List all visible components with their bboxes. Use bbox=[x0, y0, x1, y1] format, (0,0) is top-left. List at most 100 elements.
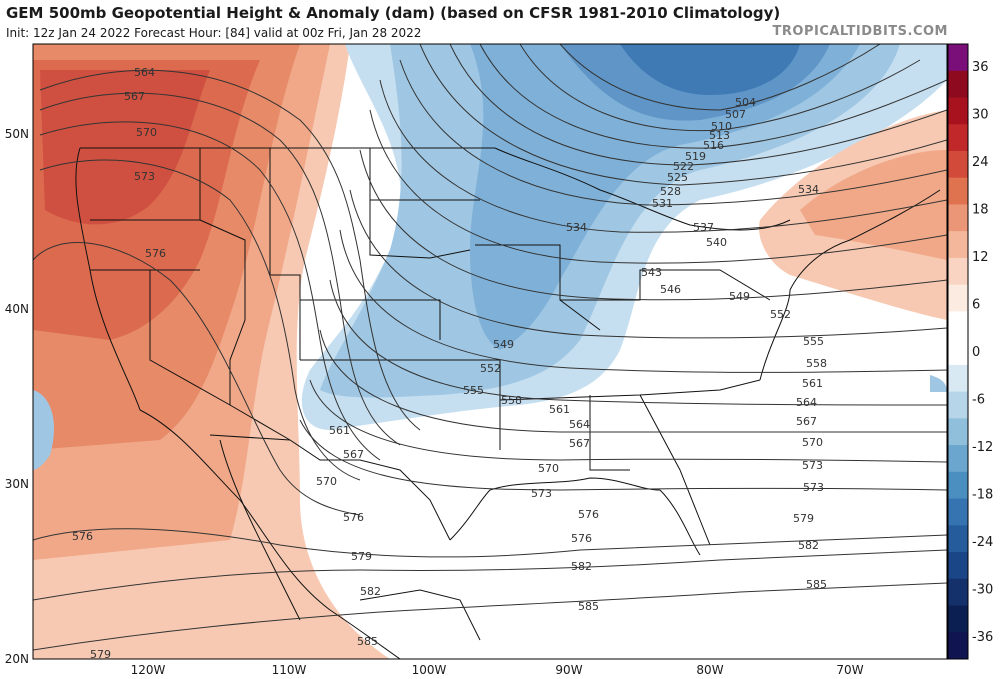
colorbar-tick-label: -6 bbox=[972, 393, 985, 408]
contour-label: 564 bbox=[569, 418, 590, 431]
contour-label: 534 bbox=[798, 183, 819, 196]
longitude-axis: 120W 110W 100W 90W 80W 70W bbox=[131, 663, 864, 677]
contour-label: 543 bbox=[641, 266, 662, 279]
colorbar-segment bbox=[948, 204, 968, 232]
contour-label: 573 bbox=[802, 459, 823, 472]
colorbar-tick-label: -12 bbox=[972, 440, 993, 455]
contour-label: 531 bbox=[652, 197, 673, 210]
height-contours bbox=[33, 44, 947, 651]
contour-label: 576 bbox=[343, 511, 364, 524]
contour-label: 555 bbox=[803, 335, 824, 348]
lat-label: 50N bbox=[5, 127, 29, 141]
lon-label: 100W bbox=[412, 663, 447, 677]
colorbar-tick-label: -36 bbox=[972, 630, 993, 645]
colorbar-segment bbox=[948, 284, 968, 312]
colorbar-segment bbox=[948, 150, 968, 179]
lon-label: 120W bbox=[131, 663, 166, 677]
contour-label: 555 bbox=[463, 384, 484, 397]
colorbar-segment bbox=[948, 552, 968, 580]
contour-labels: 564 567 570 573 576 576 576 579 579 582 … bbox=[72, 66, 827, 661]
contour-label: 537 bbox=[693, 221, 714, 234]
colorbar-segment bbox=[948, 44, 968, 72]
contour-label: 546 bbox=[660, 283, 681, 296]
colorbar-segment bbox=[948, 257, 968, 286]
contour-label: 525 bbox=[667, 171, 688, 184]
contour-label: 576 bbox=[578, 508, 599, 521]
lat-label: 20N bbox=[5, 652, 29, 666]
colorbar-tick-label: 24 bbox=[972, 155, 989, 170]
lon-label: 80W bbox=[696, 663, 723, 677]
colorbar-tick-label: 12 bbox=[972, 250, 989, 265]
colorbar-segment bbox=[948, 391, 968, 419]
header: GEM 500mb Geopotential Height & Anomaly … bbox=[0, 0, 1000, 44]
colorbar-segment bbox=[948, 231, 968, 259]
contour-label: 573 bbox=[531, 487, 552, 500]
colorbar-segment bbox=[948, 311, 968, 339]
contour-label: 582 bbox=[360, 585, 381, 598]
contour-label: 576 bbox=[145, 247, 166, 260]
colorbar-segment bbox=[948, 97, 968, 125]
contour-label: 561 bbox=[549, 403, 570, 416]
contour-label: 534 bbox=[566, 221, 587, 234]
colorbar-segment bbox=[948, 364, 968, 393]
contour-label: 516 bbox=[703, 139, 724, 152]
contour-label: 582 bbox=[798, 539, 819, 552]
contour-label: 552 bbox=[770, 308, 791, 321]
contour-label: 510 bbox=[711, 120, 732, 133]
contour-label: 522 bbox=[673, 160, 694, 173]
colorbar-tick-label: 30 bbox=[972, 108, 989, 123]
colorbar-segment bbox=[948, 418, 968, 446]
contour-label: 573 bbox=[134, 170, 155, 183]
anomaly-shading bbox=[33, 44, 947, 659]
colorbar-segment bbox=[948, 525, 968, 553]
contour-label: 570 bbox=[136, 126, 157, 139]
contour-label: 579 bbox=[793, 512, 814, 525]
contour-label: 570 bbox=[316, 475, 337, 488]
contour-label: 558 bbox=[806, 357, 827, 370]
contour-label: 579 bbox=[351, 550, 372, 563]
brand-logo-text: TROPICALTIDBITS.COM bbox=[772, 24, 948, 39]
contour-label: 552 bbox=[480, 362, 501, 375]
contour-label: 564 bbox=[796, 396, 817, 409]
colorbar-segment bbox=[948, 445, 968, 473]
lon-label: 90W bbox=[555, 663, 582, 677]
contour-label: 540 bbox=[706, 236, 727, 249]
colorbar-tick-label: -18 bbox=[972, 488, 993, 503]
contour-label: 561 bbox=[802, 377, 823, 390]
contour-label: 567 bbox=[343, 448, 364, 461]
contour-label: 579 bbox=[90, 648, 111, 661]
lon-label: 110W bbox=[272, 663, 307, 677]
contour-label: 513 bbox=[709, 129, 730, 142]
lat-label: 40N bbox=[5, 302, 29, 316]
colorbar-segment bbox=[948, 338, 968, 366]
colorbar-tick-label: -24 bbox=[972, 535, 993, 550]
lon-label: 70W bbox=[836, 663, 863, 677]
contour-label: 519 bbox=[685, 150, 706, 163]
contour-label: 576 bbox=[571, 532, 592, 545]
contour-label: 576 bbox=[72, 530, 93, 543]
contour-label: 561 bbox=[329, 424, 350, 437]
chart-subtitle: Init: 12z Jan 24 2022 Forecast Hour: [84… bbox=[6, 26, 422, 40]
colorbar-segment bbox=[948, 177, 968, 205]
colorbar-tick-label: 36 bbox=[972, 60, 989, 75]
contour-label: 504 bbox=[735, 96, 756, 109]
colorbar-segment bbox=[948, 124, 968, 152]
colorbar-segment bbox=[948, 498, 968, 526]
colorbar-tick-label: 0 bbox=[972, 345, 980, 360]
chart-title: GEM 500mb Geopotential Height & Anomaly … bbox=[6, 4, 781, 22]
contour-label: 573 bbox=[803, 481, 824, 494]
colorbar-frame bbox=[947, 43, 969, 660]
contour-label: 549 bbox=[493, 338, 514, 351]
contour-label: 570 bbox=[538, 462, 559, 475]
contour-label: 558 bbox=[501, 394, 522, 407]
contour-label: 567 bbox=[124, 90, 145, 103]
latitude-axis: 50N 40N 30N 20N bbox=[5, 127, 29, 666]
colorbar-tick-label: 6 bbox=[972, 298, 980, 313]
contour-label: 564 bbox=[134, 66, 155, 79]
lat-label: 30N bbox=[5, 477, 29, 491]
contour-label: 528 bbox=[660, 185, 681, 198]
contour-label: 585 bbox=[806, 578, 827, 591]
colorbar-tick-label: -30 bbox=[972, 583, 993, 598]
contour-label: 507 bbox=[725, 108, 746, 121]
